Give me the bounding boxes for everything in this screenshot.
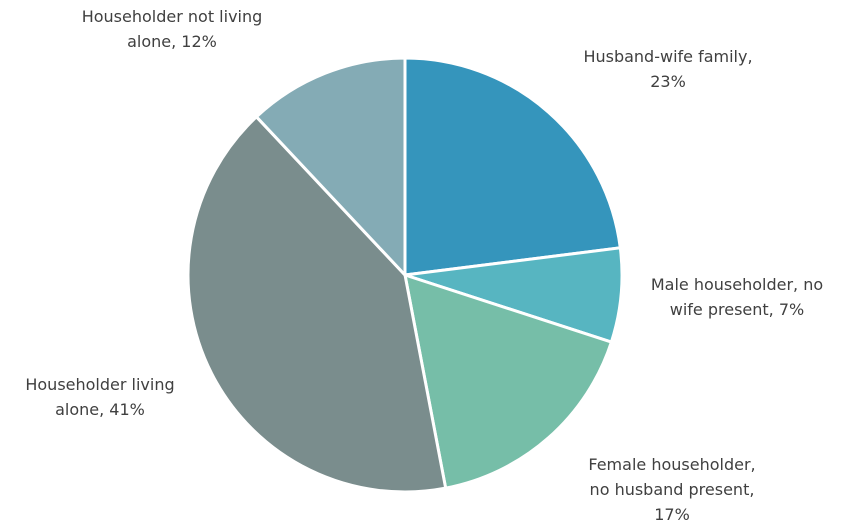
slice-label: Husband-wife family, 23% [583, 47, 753, 91]
pie-slice [403, 272, 614, 490]
slice-label: Householder not living alone, 12% [81, 7, 263, 51]
slice-label: Female householder, no husband present, … [588, 455, 756, 524]
pie-slice [186, 114, 448, 494]
slice-label: Householder living alone, 41% [25, 375, 175, 419]
slice-label: Male householder, no wife present, 7% [650, 275, 824, 319]
pie-slice [403, 56, 622, 277]
pie-slice [254, 56, 407, 279]
